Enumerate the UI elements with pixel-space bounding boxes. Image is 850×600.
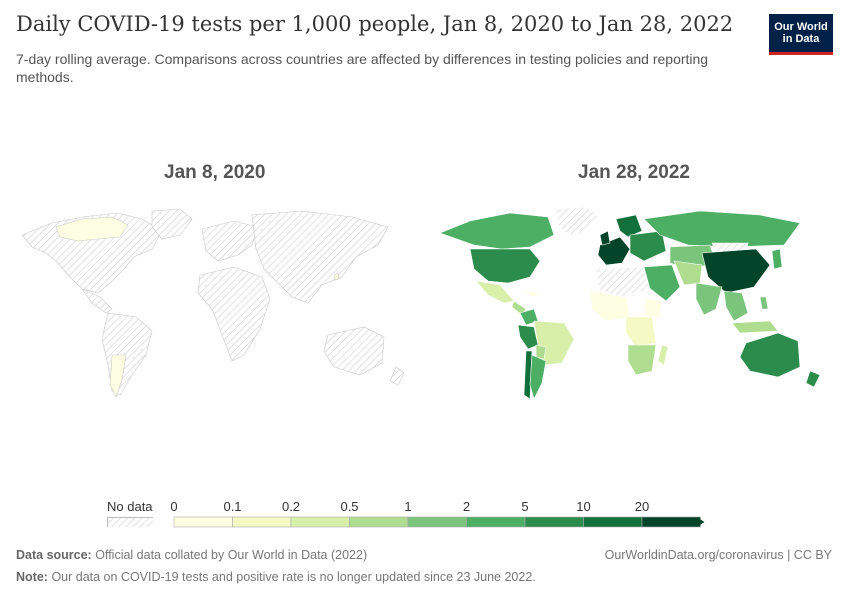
region-asia (251, 210, 389, 304)
region-europe (201, 220, 259, 262)
region-north-america (21, 212, 163, 294)
region-chile (523, 350, 533, 400)
region-canada (55, 216, 129, 242)
legend-arrow (696, 517, 705, 527)
region-taiwan (333, 272, 340, 281)
region-philippines (759, 296, 769, 310)
region-scandinavia (615, 214, 643, 238)
legend-tick-label: 10 (576, 499, 591, 514)
region-middle-east (643, 264, 681, 302)
region-argentina (109, 354, 127, 398)
region-ethiopia (643, 298, 663, 318)
legend-tick-label: 0 (170, 499, 178, 514)
region-uk (599, 230, 611, 246)
logo-line-2: in Data (782, 33, 820, 45)
region-madagascar (657, 344, 669, 366)
region-west-africa (589, 290, 631, 322)
footer-note: Note: Our data on COVID-19 tests and pos… (16, 570, 536, 584)
source-text: Official data collated by Our World in D… (95, 548, 368, 562)
legend-tick-label: 0.1 (223, 499, 242, 514)
legend-color-bar (173, 516, 705, 528)
region-india (695, 282, 723, 316)
region-central-africa (625, 316, 657, 348)
region-japan (771, 248, 783, 270)
region-canada (439, 212, 555, 250)
region-caribbean (521, 290, 541, 298)
region-russia (643, 210, 801, 248)
legend-bin (349, 516, 409, 528)
chart-subtitle: 7-day rolling average. Comparisons acros… (16, 51, 709, 85)
region-greenland (151, 208, 193, 240)
legend-bin (583, 516, 643, 528)
region-south-america (101, 312, 153, 396)
region-africa (197, 266, 271, 362)
region-australia (739, 332, 801, 378)
world-map-jan-2022[interactable] (430, 205, 840, 405)
region-central-america (81, 288, 113, 314)
region-mexico (475, 280, 515, 304)
region-usa (469, 248, 541, 284)
right-map-date-label: Jan 28, 2022 (578, 162, 690, 183)
region-southern-africa (627, 344, 657, 376)
legend-no-data-swatch (107, 517, 153, 527)
legend-bin (524, 516, 584, 528)
legend-no-data-label: No data (107, 499, 153, 514)
legend-bin (407, 516, 467, 528)
legend-bin (232, 516, 292, 528)
legend-bin (466, 516, 526, 528)
region-china (701, 248, 771, 294)
chart-title: Daily COVID-19 tests per 1,000 people, J… (16, 12, 734, 36)
region-argentina (529, 354, 547, 400)
note-text: Our data on COVID-19 tests and positive … (51, 570, 536, 584)
region-north-africa (595, 266, 651, 298)
region-new-zealand (805, 370, 821, 388)
legend-bin (290, 516, 350, 528)
region-indonesia (731, 320, 779, 334)
region-australia (323, 326, 385, 376)
region-new-zealand (389, 366, 405, 386)
legend-bin (173, 516, 233, 528)
region-bolivia (535, 344, 547, 360)
owid-logo[interactable]: Our World in Data (769, 14, 833, 55)
world-map-jan-2020[interactable] (12, 205, 412, 405)
legend-tick-label: 2 (462, 499, 471, 514)
region-peru (517, 324, 539, 350)
legend-tick-label: 1 (404, 499, 412, 514)
region-iran-afghanistan (673, 260, 703, 286)
logo-line-1: Our World (774, 21, 828, 33)
region-southeast-asia (723, 290, 749, 322)
legend-tick-label: 20 (634, 499, 650, 514)
note-label: Note: (16, 570, 48, 584)
region-greenland (555, 206, 599, 236)
legend-tick-label: 0.5 (340, 499, 359, 514)
legend-bin (641, 516, 701, 528)
left-map-date-label: Jan 8, 2020 (164, 162, 266, 183)
legend-tick-label: 5 (521, 499, 529, 514)
legend-tick-label: 0.2 (281, 499, 301, 514)
footer-link[interactable]: OurWorldinData.org/coronavirus | CC BY (604, 548, 832, 562)
source-label: Data source: (16, 548, 92, 562)
footer-source: Data source: Official data collated by O… (16, 548, 367, 562)
